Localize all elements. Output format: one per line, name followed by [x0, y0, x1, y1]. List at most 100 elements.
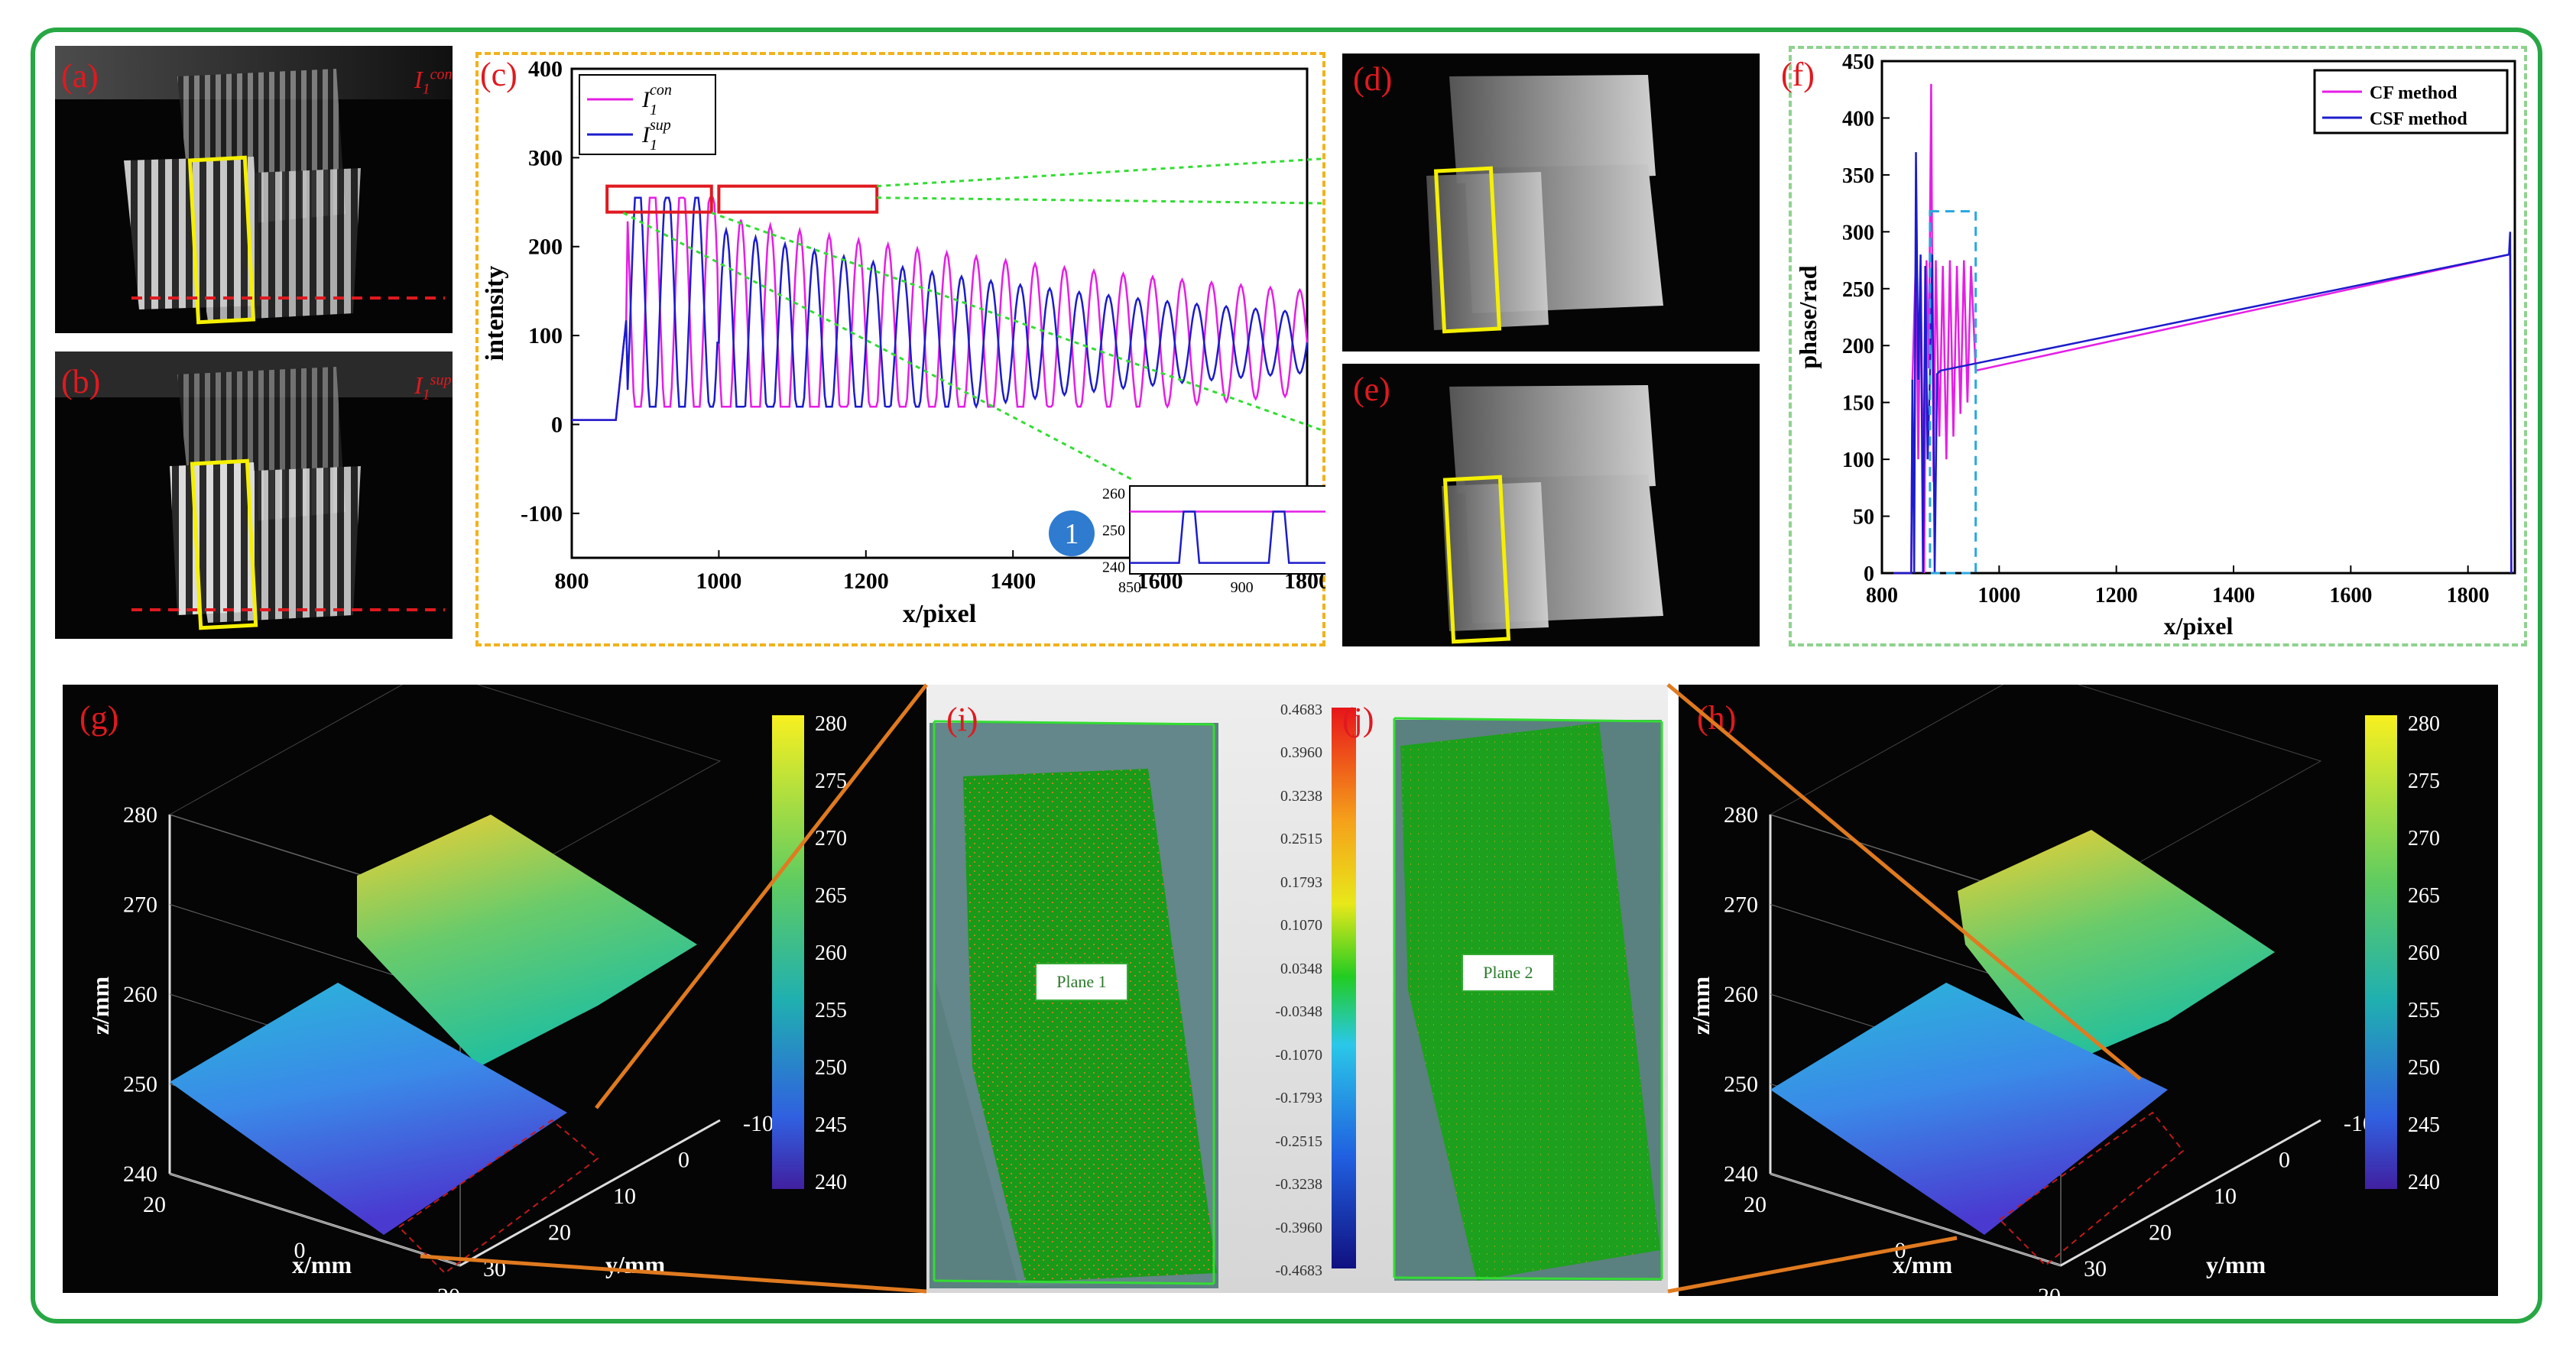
colorbar-tick: 265	[2408, 884, 2440, 908]
y-axis-label-c: intensity	[481, 266, 509, 361]
zoom-region	[397, 1119, 599, 1275]
colorbar-tick: 280	[2408, 712, 2440, 736]
plane1-label: Plane 1	[1035, 963, 1128, 1001]
legend-box-c	[579, 74, 716, 155]
colorbar-ij-tick: 0.1793	[1280, 873, 1322, 891]
x-tick-label: -20	[430, 1284, 460, 1293]
z-tick-label: 250	[1724, 1072, 1758, 1097]
x-tick-label-c: 1200	[843, 569, 889, 594]
panel-a-image: (a) I1con	[55, 46, 453, 333]
colorbar-ij-tick: -0.0348	[1275, 1003, 1322, 1021]
arrow-2b	[877, 157, 1325, 188]
y-tick-label-f: 250	[1842, 278, 1874, 302]
colorbar-ij-tick: 0.2515	[1280, 831, 1322, 848]
z-tick-label: 280	[123, 802, 157, 828]
legend-f: CF method CSF method	[2313, 69, 2509, 134]
y-tick-label-c: 300	[528, 145, 563, 170]
badge-circle	[1049, 510, 1095, 556]
x-tick-label-f: 1800	[2447, 584, 2490, 607]
y-tick-label: 30	[2084, 1256, 2107, 1281]
y-tick-label: 20	[2149, 1220, 2172, 1246]
colorbar-ij-tick: -0.3238	[1275, 1176, 1322, 1194]
series-line-f	[1893, 152, 2513, 575]
grid-line-z	[169, 1173, 461, 1266]
label-c: (c)	[480, 56, 517, 93]
inset-1: 850900950260250240	[1102, 485, 1325, 596]
legend-entry-c: I1con	[641, 82, 672, 118]
label-j: (j)	[1342, 701, 1374, 738]
y-tick-label: 0	[2279, 1148, 2290, 1173]
panel-e-image: (e)	[1342, 364, 1760, 646]
y-tick-label-c: 400	[528, 57, 563, 82]
y-tick-label-c: 100	[528, 323, 563, 348]
legend-entry-f: CSF method	[2370, 109, 2467, 129]
inset-1-xtick: 850	[1118, 579, 1141, 596]
label-a: (a)	[61, 57, 99, 95]
x-tick-label-f: 1400	[2212, 584, 2255, 607]
inset-1-box	[1129, 485, 1325, 575]
x-tick-label: 20	[143, 1192, 166, 1217]
surface-plot-g: 240 250 260 270 280 20 0 -20 30 20 10 0 -10 z/mm x/mm y…	[86, 669, 847, 1309]
colorbar-tick: 275	[815, 769, 847, 793]
colorbar-tick: 280	[815, 712, 847, 736]
colorbar-tick: 265	[815, 884, 847, 908]
axes-3d: 240250260270280200-203020100-10z/mmx/mmy…	[86, 669, 774, 1309]
axes-3d: 240250260270280200-203020100-10z/mmx/mmy…	[1687, 669, 2374, 1309]
x-tick-label: -20	[2030, 1284, 2061, 1296]
legend-box-f	[2313, 69, 2509, 134]
y-tick-label-f: 400	[1842, 107, 1874, 131]
colorbar	[772, 715, 804, 1189]
y-tick-label-c: 200	[528, 235, 563, 260]
colorbar-tick: 240	[815, 1171, 847, 1194]
colorbar-ij-tick: -0.1070	[1275, 1046, 1322, 1064]
y-tick-label: 10	[613, 1184, 636, 1209]
y-tick-label-f: 200	[1842, 335, 1874, 358]
y-tick-label-c: -100	[521, 501, 563, 526]
x-tick-label-f: 1200	[2095, 584, 2138, 607]
label-i: (i)	[946, 701, 978, 738]
fringe-image-a	[55, 46, 453, 325]
y-tick-label-f: 350	[1842, 164, 1874, 188]
fringe-image-b	[55, 352, 453, 630]
colorbar-tick: 240	[2408, 1171, 2440, 1194]
arrow-1b	[711, 212, 1325, 433]
colorbar-ij-tick: 0.3238	[1280, 787, 1322, 805]
y-tick-label: -10	[743, 1111, 774, 1136]
y-axis-label-f: phase/rad	[1794, 265, 1822, 368]
y-tick-label-f: 100	[1842, 449, 1874, 472]
y-tick-label: 0	[678, 1148, 689, 1173]
colorbar-ij-tick: -0.1793	[1275, 1090, 1322, 1107]
z-tick-label: 270	[123, 893, 157, 918]
label-f: (f)	[1781, 56, 1815, 93]
colorbar-ij-tick: 0.0348	[1280, 960, 1322, 977]
colorbar-ij-tick: -0.3960	[1275, 1219, 1322, 1236]
label-e: (e)	[1353, 371, 1390, 408]
zoom-box-2	[717, 184, 879, 214]
image-tag-b: I1sup	[414, 371, 452, 403]
y-tick-label-f: 50	[1853, 506, 1874, 530]
colorbar-tick: 275	[2408, 769, 2440, 793]
colorbar-tick: 250	[2408, 1056, 2440, 1080]
colorbar-tick: 270	[815, 827, 847, 850]
x-tick-label-c: 800	[555, 569, 589, 594]
x-axis-label: x/mm	[292, 1251, 352, 1278]
panel-ij: (i) (j) 0.4683 0.3960 0.3238 0.2515 0.1793 0.…	[926, 685, 1668, 1293]
x-tick-label: 0	[294, 1238, 306, 1263]
phase-image-d	[1426, 75, 1663, 334]
x-axis-label-c: x/pixel	[903, 600, 976, 628]
y-tick-label-f: 450	[1842, 50, 1874, 74]
figure-frame	[31, 28, 2542, 1323]
colorbar-tick: 255	[2408, 999, 2440, 1022]
zoom-box-1	[605, 184, 713, 214]
colorbar-ij-ticks: 0.4683 0.3960 0.3238 0.2515 0.1793 0.1070 0.03…	[1246, 701, 1322, 1279]
colorbar-ij-tick: -0.2515	[1275, 1132, 1322, 1150]
label-g: (g)	[79, 699, 119, 737]
y-axis-label: y/mm	[605, 1251, 666, 1278]
surface-plot-h: 240250260270280200-203020100-10z/mmx/mmy…	[1687, 669, 2440, 1309]
chart-c: 800 1000 1200 1400 1600 1800-1000100200300400…	[481, 57, 1325, 628]
z-axis-label: z/mm	[1687, 976, 1715, 1035]
grid-line-z	[1770, 1173, 2062, 1266]
x-tick-label: 20	[1744, 1192, 1767, 1217]
colorbar-tick: 260	[2408, 941, 2440, 965]
panel-b-image: (b) I1sup	[55, 352, 453, 639]
